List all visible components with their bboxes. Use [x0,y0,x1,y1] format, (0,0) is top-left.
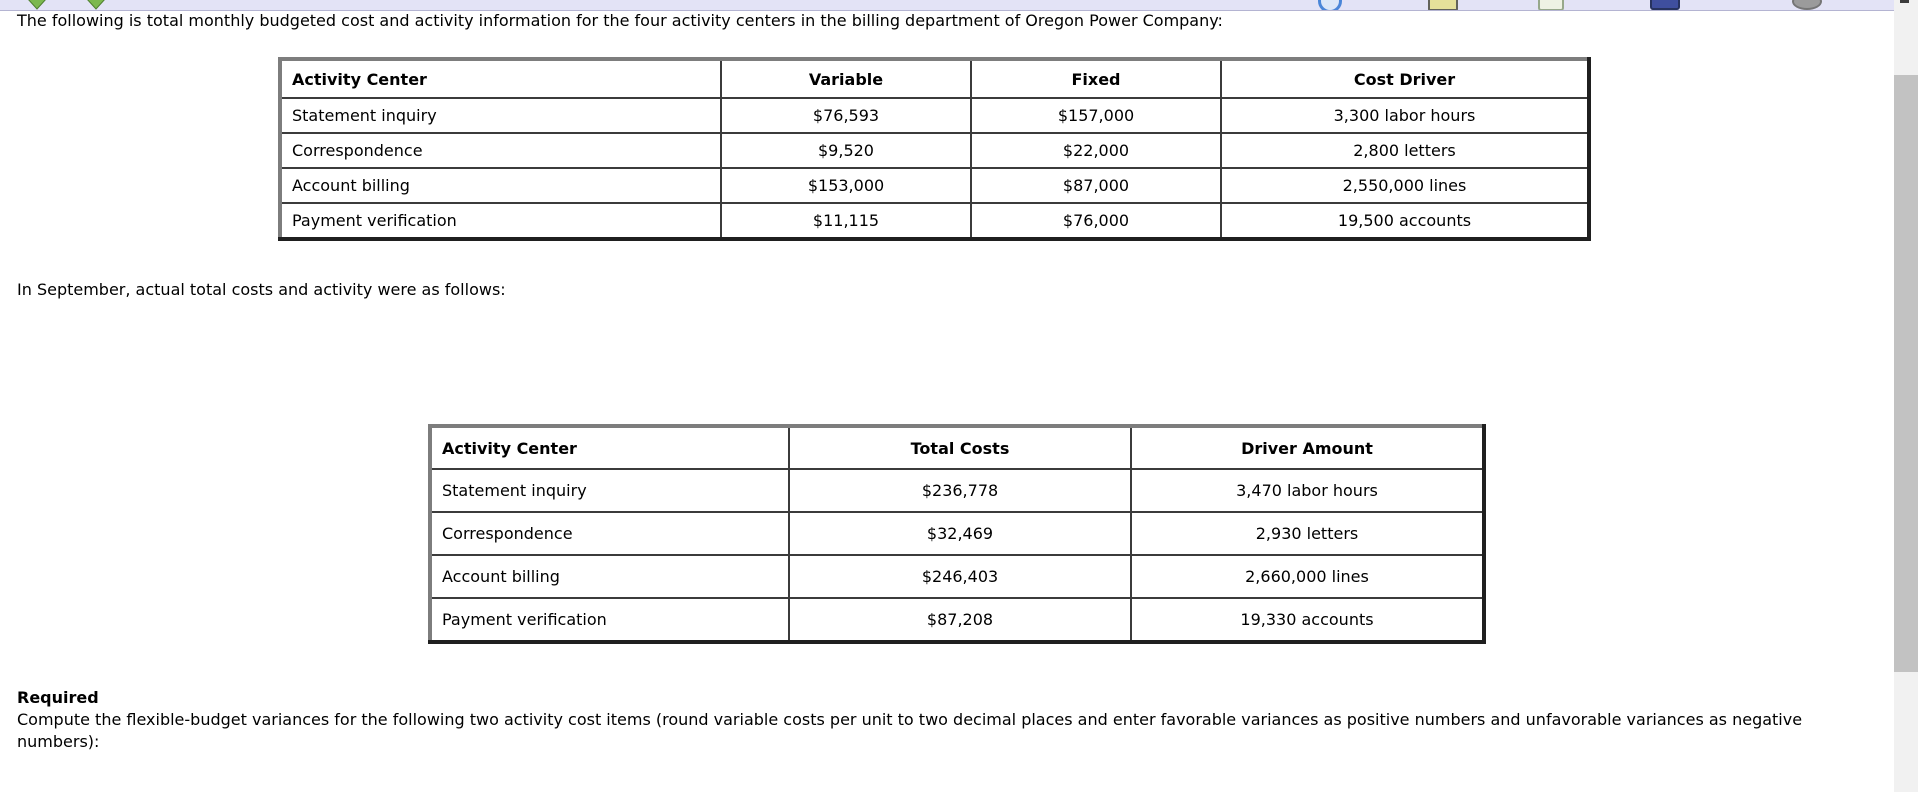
yellow-note-icon[interactable] [1428,0,1458,10]
table-cell: Statement inquiry [429,468,790,513]
table-row: Account billing $246,403 2,660,000 lines [429,554,1485,599]
table-cell: $9,520 [720,132,972,169]
table-cell: $153,000 [720,167,972,204]
table-cell: Account billing [279,167,722,204]
table-row: Payment verification $11,115 $76,000 19,… [279,202,1590,240]
scrollbar-thumb[interactable] [1894,75,1918,672]
budget-table: Activity Center Variable Fixed Cost Driv… [278,57,1591,241]
table-cell: $87,000 [970,167,1222,204]
table-cell: Correspondence [429,511,790,556]
green-document-icon[interactable] [1538,0,1564,10]
actual-header-total-costs: Total Costs [788,425,1132,470]
forward-arrow-icon[interactable] [85,0,107,10]
required-section: Required Compute the flexible-budget var… [17,687,1832,753]
table-row: Correspondence $32,469 2,930 letters [429,511,1485,556]
table-cell: $236,778 [788,468,1132,513]
table-cell: Correspondence [279,132,722,169]
vertical-scrollbar[interactable] [1894,0,1918,792]
table-cell: 2,800 letters [1220,132,1590,169]
intro-text: The following is total monthly budgeted … [17,11,1223,30]
table-cell: $157,000 [970,97,1222,134]
table-cell: 2,550,000 lines [1220,167,1590,204]
dark-blue-print-icon[interactable] [1650,0,1680,10]
table-cell: $76,593 [720,97,972,134]
table-cell: 3,470 labor hours [1130,468,1485,513]
table-cell: $11,115 [720,202,972,240]
budget-header-variable: Variable [720,58,972,99]
budget-header-fixed: Fixed [970,58,1222,99]
actual-table-header-row: Activity Center Total Costs Driver Amoun… [429,425,1485,470]
table-row: Statement inquiry $236,778 3,470 labor h… [429,468,1485,513]
required-text: Compute the flexible-budget variances fo… [17,710,1803,751]
table-row: Account billing $153,000 $87,000 2,550,0… [279,167,1590,204]
blue-circle-icon[interactable] [1318,0,1342,10]
table-cell: 19,500 accounts [1220,202,1590,240]
scroll-up-arrow-icon[interactable] [1900,0,1909,3]
september-text: In September, actual total costs and act… [17,280,506,299]
table-cell: $32,469 [788,511,1132,556]
budget-header-activity-center: Activity Center [279,58,722,99]
actual-header-driver-amount: Driver Amount [1130,425,1485,470]
table-cell: $246,403 [788,554,1132,599]
table-row: Statement inquiry $76,593 $157,000 3,300… [279,97,1590,134]
actual-header-activity-center: Activity Center [429,425,790,470]
table-cell: $76,000 [970,202,1222,240]
table-cell: $22,000 [970,132,1222,169]
table-cell: 19,330 accounts [1130,597,1485,643]
table-cell: 2,930 letters [1130,511,1485,556]
table-cell: Account billing [429,554,790,599]
table-row: Payment verification $87,208 19,330 acco… [429,597,1485,643]
table-cell: Statement inquiry [279,97,722,134]
required-heading: Required [17,688,99,707]
toolbar [0,0,1894,11]
table-cell: 2,660,000 lines [1130,554,1485,599]
table-cell: 3,300 labor hours [1220,97,1590,134]
actual-table: Activity Center Total Costs Driver Amoun… [428,424,1486,644]
table-row: Correspondence $9,520 $22,000 2,800 lett… [279,132,1590,169]
back-arrow-icon[interactable] [26,0,48,10]
budget-header-cost-driver: Cost Driver [1220,58,1590,99]
table-cell: Payment verification [429,597,790,643]
budget-table-header-row: Activity Center Variable Fixed Cost Driv… [279,58,1590,99]
gray-ellipse-icon[interactable] [1792,0,1822,10]
table-cell: Payment verification [279,202,722,240]
table-cell: $87,208 [788,597,1132,643]
